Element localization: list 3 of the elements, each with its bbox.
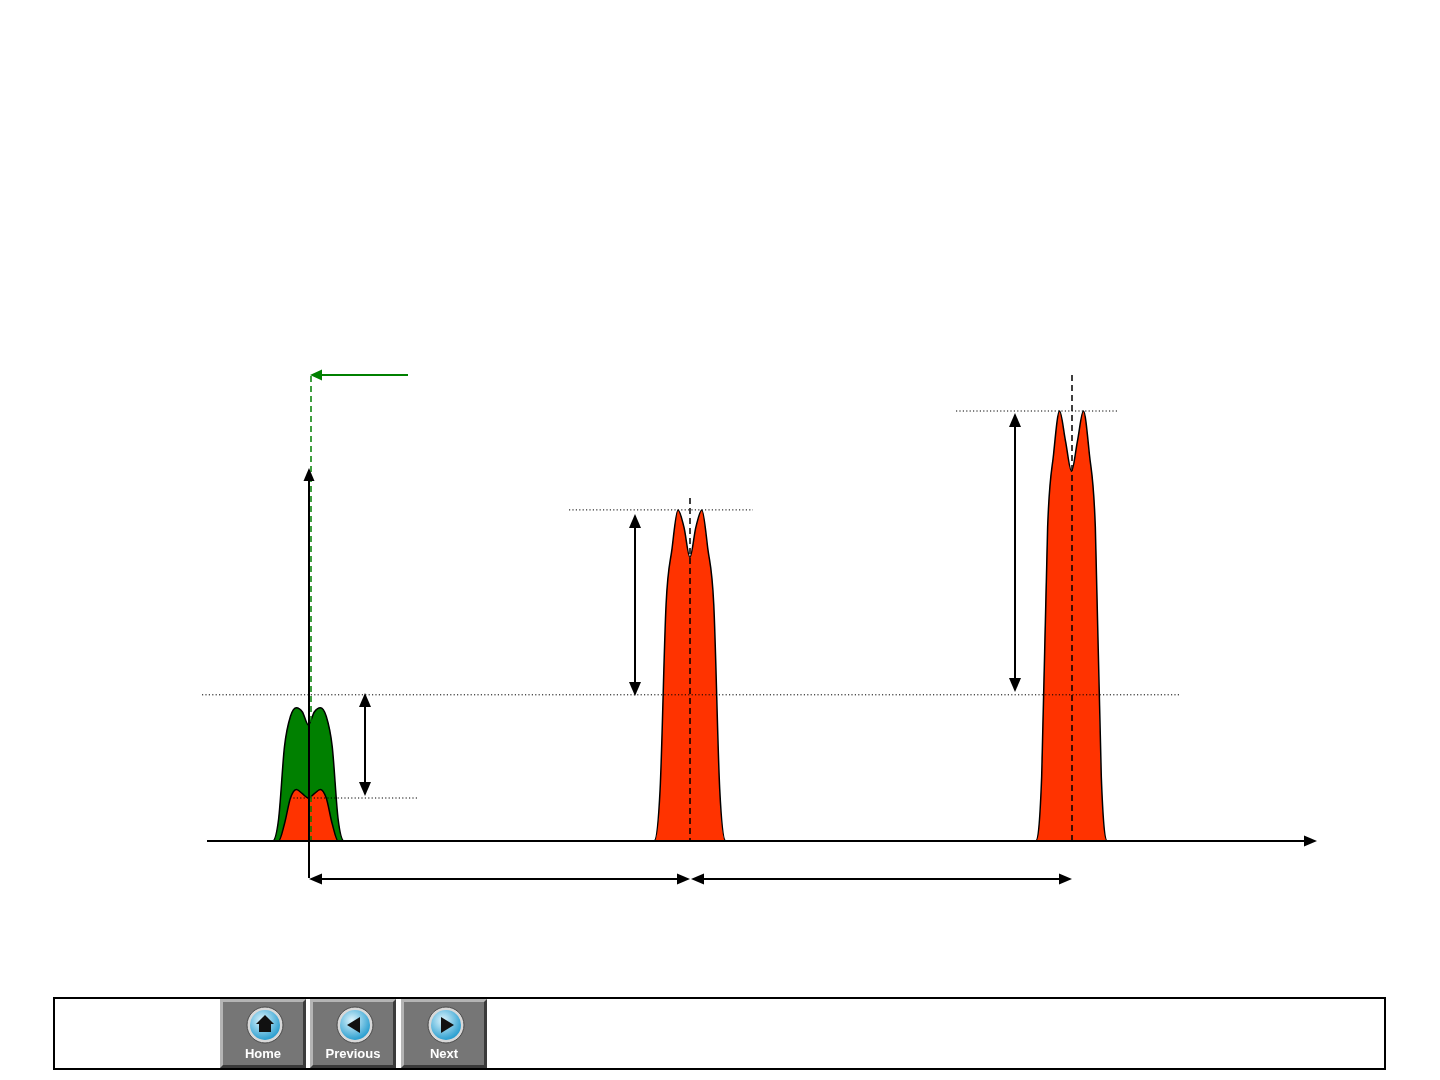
nav-button[interactable]: Home bbox=[220, 999, 306, 1068]
nav-button[interactable]: Previous bbox=[310, 999, 396, 1068]
nav-button[interactable]: Next bbox=[401, 999, 487, 1068]
